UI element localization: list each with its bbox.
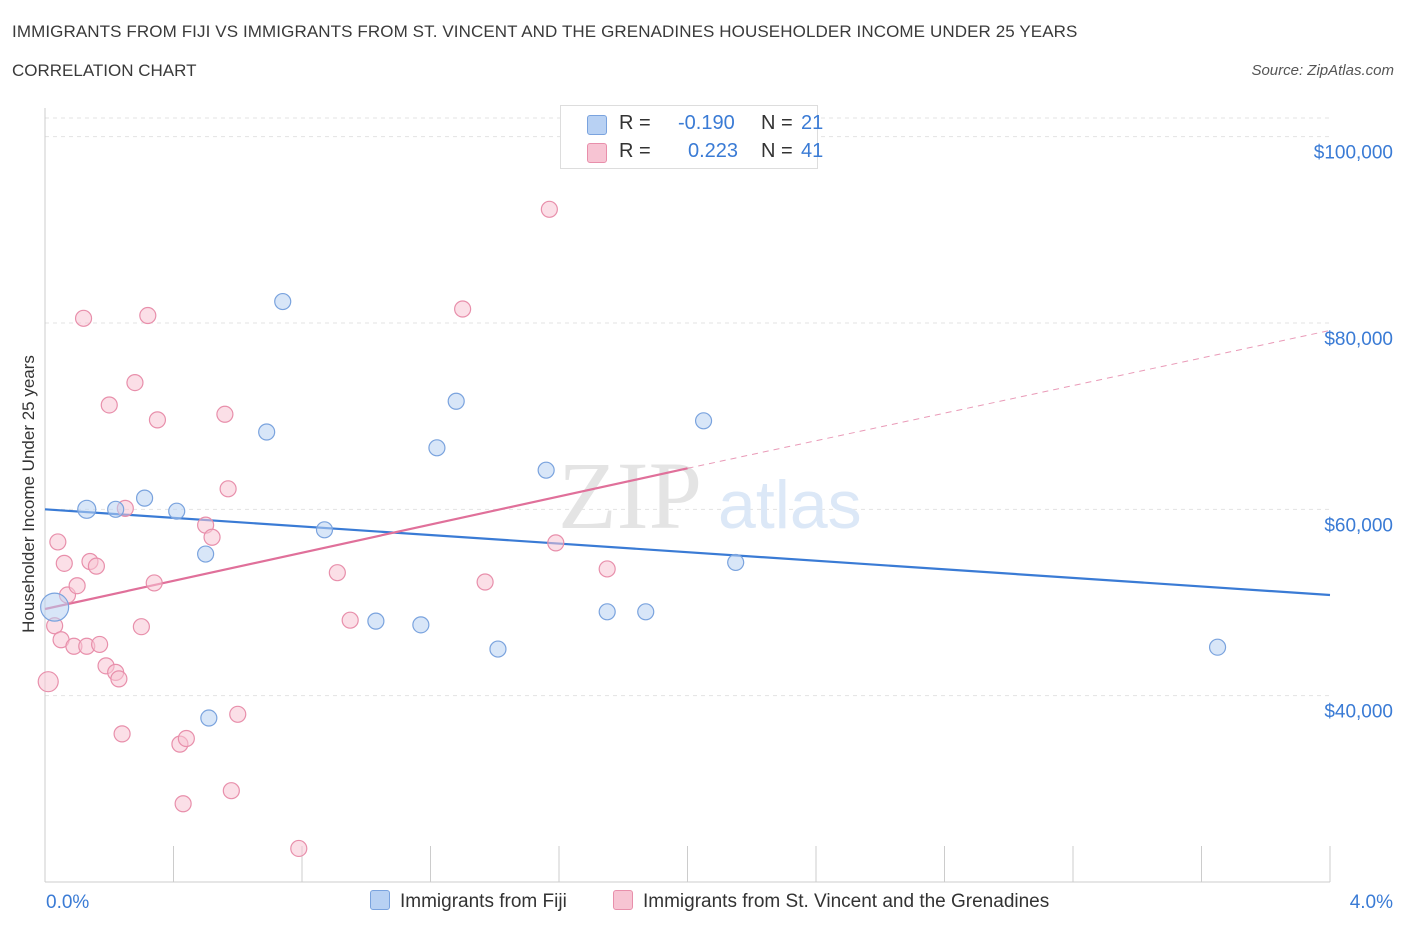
svg-data-point — [341, 611, 359, 629]
svg-data-point — [148, 411, 167, 429]
svg-data-point — [132, 618, 150, 636]
watermark-atlas: atlas — [718, 467, 862, 543]
n-label: N = — [761, 140, 793, 162]
fiji-data-point — [412, 616, 430, 634]
svg-data-point — [476, 573, 494, 591]
fiji-data-point — [637, 603, 655, 621]
gridlines — [45, 117, 1330, 697]
fiji-swatch — [587, 115, 607, 135]
fiji-data-point — [40, 592, 70, 622]
svg-data-point — [68, 577, 86, 595]
n-label: N = — [761, 112, 793, 134]
svg-legend-label: Immigrants from St. Vincent and the Gren… — [643, 891, 1050, 912]
svg-data-point — [110, 670, 128, 688]
svg-data-point — [174, 795, 192, 813]
x-tick-label: 0.0% — [46, 892, 89, 913]
svg-data-point — [216, 405, 234, 423]
fiji-data-point — [200, 709, 218, 727]
svg-data-point — [540, 200, 558, 218]
source-label: Source: ZipAtlas.com — [1251, 62, 1394, 79]
svg-data-point — [113, 725, 131, 743]
svg-data-point — [229, 705, 247, 723]
svg-data-point — [37, 671, 59, 693]
n-value: 21 — [801, 112, 824, 134]
svg-data-point — [219, 480, 237, 498]
r-value: -0.190 — [678, 112, 735, 134]
svg-swatch — [587, 143, 607, 163]
stats-legend: R = -0.190 N = 21 R = 0.223 N = 41 — [560, 105, 823, 169]
svg-data-point — [290, 839, 308, 858]
svg-data-point — [145, 574, 163, 592]
fiji-trend-line — [44, 508, 1331, 597]
svg-data-point — [49, 533, 67, 551]
svg-data-point — [454, 300, 472, 318]
chart-title: IMMIGRANTS FROM FIJI VS IMMIGRANTS FROM … — [12, 22, 1078, 41]
y-tick-label: $80,000 — [1324, 329, 1393, 350]
svg-data-point — [139, 306, 157, 325]
y-tick-label: $100,000 — [1314, 143, 1393, 164]
svg-data-point — [91, 635, 109, 654]
watermark: ZIP atlas — [558, 442, 862, 549]
svg-data-point — [100, 396, 118, 414]
axes — [44, 108, 1331, 883]
y-axis-label: Householder Income Under 25 years — [19, 355, 38, 633]
fiji-data-point — [135, 489, 154, 507]
y-tick-label: $60,000 — [1324, 515, 1393, 536]
svg-data-point — [87, 557, 106, 575]
svg-data-point — [55, 554, 73, 572]
fiji-data-point — [598, 603, 616, 621]
fiji-data-point — [428, 439, 446, 457]
fiji-data-point — [367, 612, 385, 630]
fiji-data-point — [315, 521, 334, 539]
fiji-data-point — [1208, 638, 1227, 656]
svg-data-point — [328, 564, 346, 582]
fiji-legend-label: Immigrants from Fiji — [400, 891, 567, 912]
r-value: 0.223 — [688, 140, 739, 162]
svg-data-point — [203, 528, 221, 546]
svg-trend-extension — [687, 329, 1331, 469]
fiji-legend-swatch — [370, 890, 390, 910]
bottom-legend-svg: Immigrants from St. Vincent and the Gren… — [613, 890, 1049, 913]
y-tick-label: $40,000 — [1324, 702, 1393, 723]
svg-data-point — [177, 729, 195, 748]
fiji-data-point — [537, 461, 555, 479]
svg-data-point — [222, 782, 240, 800]
fiji-data-point — [274, 292, 292, 311]
svg-data-point — [547, 534, 565, 552]
n-value: 41 — [801, 140, 824, 162]
x-tick-label: 4.0% — [1350, 892, 1393, 913]
svg-data-point — [126, 374, 144, 392]
fiji-data-point — [447, 392, 465, 410]
fiji-data-point — [258, 423, 276, 441]
fiji-data-point — [77, 499, 97, 519]
bottom-legend-fiji: Immigrants from Fiji — [370, 890, 567, 913]
fiji-data-point — [694, 412, 713, 430]
r-label: R = — [619, 140, 651, 162]
r-label: R = — [619, 112, 651, 134]
chart-subtitle: CORRELATION CHART — [12, 61, 197, 80]
svg-data-point — [74, 309, 93, 327]
data-points — [37, 200, 1227, 858]
tick-labels: $40,000 $60,000 $80,000 $100,000 0.0% 4.0% — [46, 143, 1393, 913]
fiji-data-point — [168, 502, 186, 520]
watermark-zip: ZIP — [558, 442, 702, 549]
fiji-data-point — [727, 553, 745, 572]
fiji-data-point — [489, 640, 507, 658]
fiji-data-point — [107, 500, 125, 518]
fiji-data-point — [197, 545, 215, 563]
svg-data-point — [598, 560, 616, 578]
svg-legend-swatch — [613, 890, 633, 910]
